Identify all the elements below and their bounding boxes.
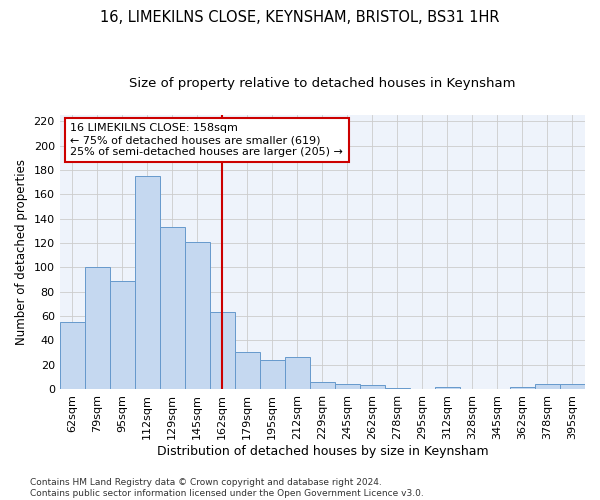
Title: Size of property relative to detached houses in Keynsham: Size of property relative to detached ho… [129, 78, 515, 90]
Bar [310, 382, 335, 389]
Text: 16 LIMEKILNS CLOSE: 158sqm
← 75% of detached houses are smaller (619)
25% of sem: 16 LIMEKILNS CLOSE: 158sqm ← 75% of deta… [70, 124, 343, 156]
Bar [160, 227, 185, 389]
Bar [560, 384, 585, 389]
Bar [135, 176, 160, 389]
Bar [235, 352, 260, 389]
Bar [435, 386, 460, 389]
Bar [110, 280, 135, 389]
Bar [210, 312, 235, 389]
Bar [385, 388, 410, 389]
Bar [535, 384, 560, 389]
Bar [360, 386, 385, 389]
Text: Contains HM Land Registry data © Crown copyright and database right 2024.
Contai: Contains HM Land Registry data © Crown c… [30, 478, 424, 498]
Bar [59, 322, 85, 389]
Y-axis label: Number of detached properties: Number of detached properties [15, 159, 28, 345]
Text: 16, LIMEKILNS CLOSE, KEYNSHAM, BRISTOL, BS31 1HR: 16, LIMEKILNS CLOSE, KEYNSHAM, BRISTOL, … [100, 10, 500, 25]
Bar [335, 384, 360, 389]
Bar [510, 386, 535, 389]
Bar [85, 268, 110, 389]
Bar [185, 242, 210, 389]
Bar [260, 360, 285, 389]
Bar [285, 358, 310, 389]
X-axis label: Distribution of detached houses by size in Keynsham: Distribution of detached houses by size … [157, 444, 488, 458]
